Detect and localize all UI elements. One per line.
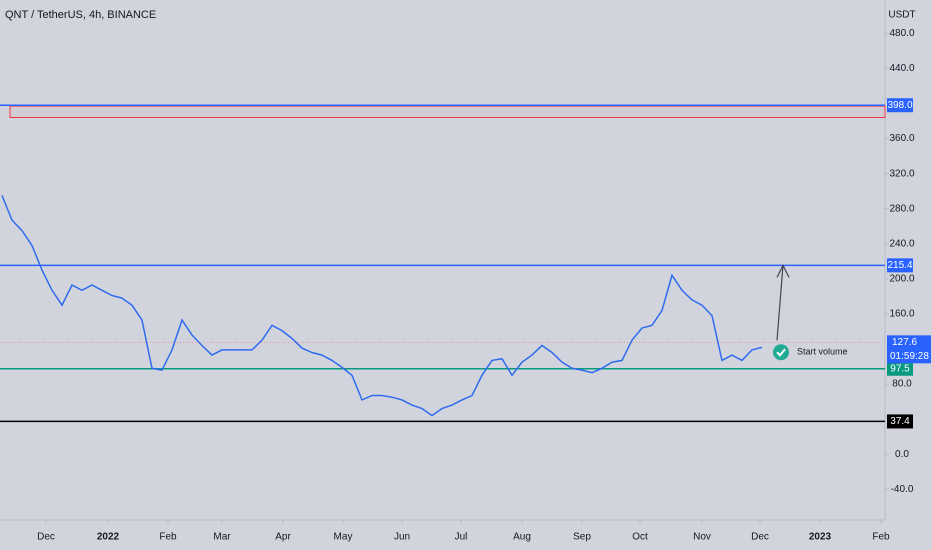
x-tick-label: 2022 [97,532,120,543]
level-label-box [887,414,913,429]
y-tick-label: 280.0 [889,203,914,214]
level-label-box [887,258,913,273]
price-line [1,195,763,417]
x-tick-label: Jun [394,532,410,543]
check-icon [773,344,789,361]
x-tick-label: Apr [275,532,291,543]
last-price-label: 127.6 [892,337,917,348]
y-tick-label: 160.0 [889,309,914,320]
x-tick-label: Dec [751,532,769,543]
level-label: 215.4 [887,260,912,271]
x-tick-label: Mar [213,532,231,543]
y-axis-label: USDT [888,10,915,21]
x-tick-label: May [334,532,353,543]
countdown-label: 01:59:28 [890,351,929,362]
y-tick-label: 360.0 [889,133,914,144]
level-label: 37.4 [890,416,910,427]
x-tick-label: Feb [159,532,177,543]
x-tick-label: Dec [37,532,55,543]
y-tick-label: 320.0 [889,168,914,179]
x-tick-label: Aug [513,532,531,543]
y-tick-label: 440.0 [889,63,914,74]
x-tick-label: Sep [573,532,591,543]
y-tick-label: 480.0 [889,28,914,39]
x-tick-label: Feb [872,532,890,543]
y-tick-label: 240.0 [889,238,914,249]
last-price-box [887,335,931,364]
arrow [776,264,790,341]
y-tick-label: 0.0 [895,449,909,460]
level-label-box [887,98,913,113]
y-tick-label: 80.0 [892,379,912,390]
y-tick-label: -40.0 [891,484,914,495]
zone [9,105,886,119]
level-label: 97.5 [890,363,910,374]
x-tick-label: Jul [455,532,468,543]
y-tick-label: 200.0 [889,273,914,284]
annotation: Start volume [797,347,848,357]
level-label: 398.0 [887,100,912,111]
level-label-box [887,361,913,376]
check-mark [776,348,786,357]
x-tick-label: 2023 [809,532,832,543]
x-tick-label: Nov [693,532,711,543]
chart-title: QNT / TetherUS, 4h, BINANCE [5,9,156,21]
x-tick-label: Oct [632,532,648,543]
